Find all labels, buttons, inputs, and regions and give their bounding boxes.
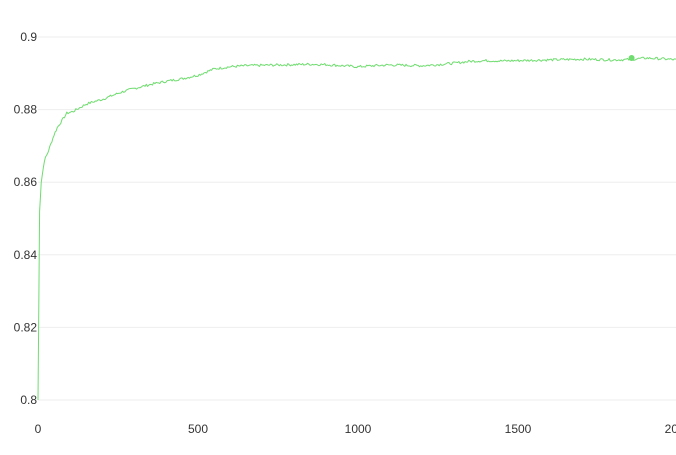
gridlines: [38, 36, 676, 401]
y-tick-label: 0.9: [20, 30, 37, 44]
x-tick-label: 1500: [505, 422, 532, 436]
x-tick-label: 500: [188, 422, 208, 436]
series-line: [37, 56, 676, 401]
data-point-marker[interactable]: [628, 55, 635, 62]
series-layer: [37, 55, 676, 401]
y-axis-ticks: 0.8 0.82 0.84 0.86 0.88 0.9: [14, 30, 38, 407]
y-tick-label: 0.82: [14, 320, 38, 334]
y-tick-label: 0.8: [20, 393, 37, 407]
x-axis-ticks: 0 500 1000 1500 2000: [35, 422, 676, 436]
y-tick-label: 0.88: [14, 103, 38, 117]
y-tick-label: 0.86: [14, 175, 38, 189]
x-tick-label: 0: [35, 422, 42, 436]
x-tick-label: 1000: [345, 422, 372, 436]
x-tick-label: 2000: [665, 422, 676, 436]
y-tick-label: 0.84: [14, 248, 38, 262]
